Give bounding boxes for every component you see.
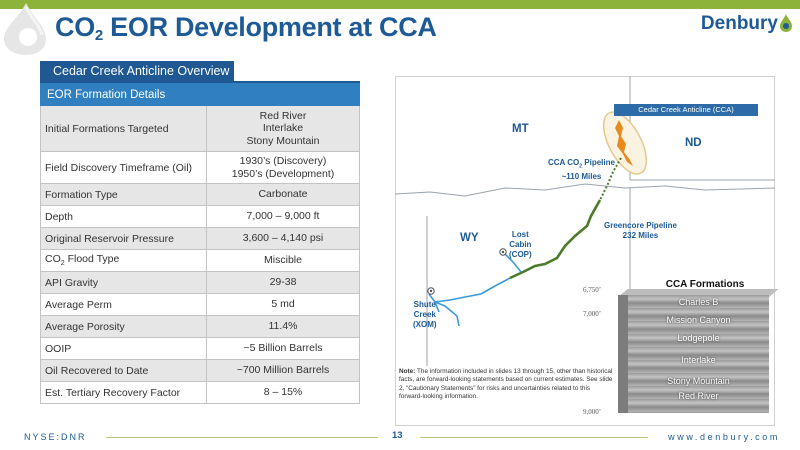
page-title: CO2 EOR Development at CCA (55, 12, 437, 44)
label-nd: ND (685, 137, 702, 149)
formation-label: Mission Canyon (666, 315, 731, 325)
cca-co2-pipeline (599, 157, 622, 201)
depth-label: 7,000’ (583, 310, 602, 318)
formation-label: Stony Mountain (667, 376, 730, 386)
page-number: 13 (392, 430, 403, 441)
row-value: 3,600 – 4,140 psi (206, 227, 360, 250)
row-value: ~700 Million Barrels (206, 359, 360, 382)
row-value: ~5 Billion Barrels (206, 337, 360, 360)
block-front (628, 295, 769, 413)
existing-pipeline-blue-3 (434, 301, 460, 327)
table-row: Average Porosity 11.4% (40, 315, 360, 338)
row-label: Formation Type (40, 183, 207, 206)
row-value: 7,000 – 9,000 ft (206, 205, 360, 228)
label-lost-cabin: Lost Cabin (COP) (509, 230, 532, 259)
existing-pipeline-blue-4 (428, 293, 440, 313)
table-row: Formation Type Carbonate (40, 183, 360, 206)
state-border-mt-wy (395, 183, 775, 197)
footer-divider-right (420, 437, 648, 438)
table-row: Initial Formations Targeted Red River Int… (40, 105, 360, 152)
row-value: Red River Interlake Stony Mountain (206, 105, 360, 152)
top-accent-bar (0, 0, 800, 9)
row-label: OOIP (40, 337, 207, 360)
section-tab-underline (40, 81, 360, 83)
row-label: Depth (40, 205, 207, 228)
cca-field (615, 120, 633, 166)
cca-callout: Cedar Creek Anticline (CCA) (614, 104, 758, 116)
table-row: API Gravity 29-38 (40, 271, 360, 294)
formation-label: Charles B (678, 297, 719, 307)
row-label: Oil Recovered to Date (40, 359, 207, 382)
label-mt: MT (512, 123, 529, 135)
row-label: Average Porosity (40, 315, 207, 338)
existing-pipeline-blue (434, 277, 511, 303)
label-wy: WY (460, 232, 479, 244)
row-label: CO2 Flood Type (40, 249, 207, 272)
brand-drop-icon (780, 14, 792, 32)
formation-label: Red River (678, 391, 719, 401)
footer-url[interactable]: www.denbury.com (668, 432, 780, 442)
existing-pipeline-blue-2 (502, 251, 522, 273)
footer-divider-left (106, 437, 378, 438)
table-row: Average Perm 5 md (40, 293, 360, 316)
formation-label: Lodgepole (677, 333, 720, 343)
table-row: Est. Tertiary Recovery Factor 8 – 15% (40, 381, 360, 404)
row-value: 5 md (206, 293, 360, 316)
forward-looking-note: Note: The information included in slides… (399, 368, 613, 400)
table-row: Original Reservoir Pressure 3,600 – 4,14… (40, 227, 360, 250)
shute-creek-marker (427, 287, 435, 295)
table-row: Field Discovery Timeframe (Oil) 1930’s (… (40, 151, 360, 184)
denbury-wordmark: Denbury (700, 13, 778, 34)
footer-ticker: NYSE:DNR (24, 432, 87, 442)
formations-block: Charles B Mission Canyon Lodgepole Inter… (618, 289, 779, 413)
depth-label: 6,750’ (583, 286, 602, 294)
row-value: 8 – 15% (206, 381, 360, 404)
label-greencore: Greencore Pipeline 232 Miles (604, 221, 677, 240)
table-row: OOIP ~5 Billion Barrels (40, 337, 360, 360)
table-row: Depth 7,000 – 9,000 ft (40, 205, 360, 228)
row-label: Average Perm (40, 293, 207, 316)
label-cca-pipeline: CCA CO2 Pipeline ~110 Miles (548, 158, 615, 181)
greencore-pipeline (509, 199, 602, 280)
row-label: Original Reservoir Pressure (40, 227, 207, 250)
lost-cabin-marker (499, 248, 507, 256)
denbury-drop-icon (4, 3, 46, 55)
row-label: API Gravity (40, 271, 207, 294)
section-tab: Cedar Creek Anticline Overview (40, 61, 234, 82)
eor-formation-table: EOR Formation Details Initial Formations… (40, 83, 360, 404)
block-side (618, 295, 628, 413)
row-label: Est. Tertiary Recovery Factor (40, 381, 207, 404)
label-shute-creek: Shute Creek (XOM) (413, 300, 437, 329)
table-header: EOR Formation Details (40, 83, 360, 106)
cca-formations-title: CCA Formations (665, 279, 745, 290)
table-row: CO2 Flood Type Miscible (40, 249, 360, 272)
row-value: Carbonate (206, 183, 360, 206)
row-value: 1930’s (Discovery) 1950’s (Development) (206, 151, 360, 184)
pipeline-map (395, 76, 775, 366)
row-value: 11.4% (206, 315, 360, 338)
table-row: Oil Recovered to Date ~700 Million Barre… (40, 359, 360, 382)
formation-label: Interlake (681, 355, 716, 365)
row-label: Initial Formations Targeted (40, 105, 207, 152)
row-value: 29-38 (206, 271, 360, 294)
depth-label: 9,000’ (583, 408, 602, 416)
row-label: Field Discovery Timeframe (Oil) (40, 151, 207, 184)
row-value: Miscible (206, 249, 360, 272)
